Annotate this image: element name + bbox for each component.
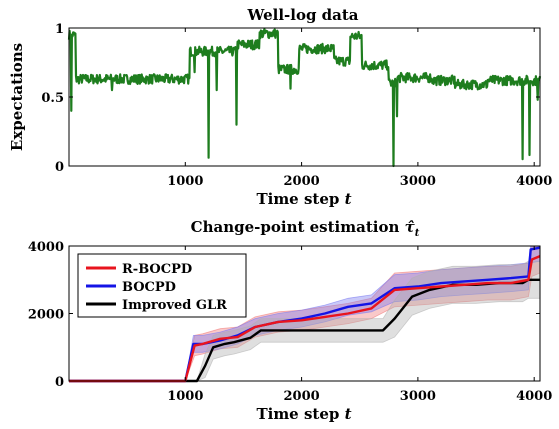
y-axis-label-well-log: Expectations	[8, 43, 26, 151]
y-tick-label-well-log: 1	[55, 22, 64, 37]
ticks-well-log: 1000 2000 3000 4000 0 0.5 1	[41, 22, 552, 189]
x-tick-label-change-point: 2000	[283, 389, 319, 404]
legend-label-r-bocpd: R-BOCPD	[122, 262, 192, 277]
x-tick-label-well-log: 4000	[516, 174, 552, 189]
y-tick-label-well-log: 0.5	[41, 91, 64, 106]
series-line-well-log	[67, 28, 542, 168]
y-tick-label-change-point: 2000	[28, 308, 64, 323]
x-tick-label-well-log: 2000	[283, 174, 319, 189]
x-axis-label-well-log: Time step t	[256, 190, 351, 208]
x-tick-label-change-point: 4000	[516, 389, 552, 404]
x-tick-label-change-point: 3000	[400, 389, 436, 404]
axes-box-well-log	[68, 27, 541, 167]
series-line-r-bocpd	[69, 254, 541, 383]
legend-label-bocpd: BOCPD	[122, 280, 176, 295]
legend: R-BOCPD BOCPD Improved GLR	[77, 253, 247, 318]
y-tick-label-well-log: 0	[55, 160, 64, 175]
y-tick-label-change-point: 0	[55, 375, 64, 390]
x-axis-label-change-point: Time step t	[256, 405, 351, 423]
panel-change-point: Change-point estimation τ̂t 1000 2000 3000…	[28, 218, 552, 423]
plot-area-change-point	[69, 245, 541, 383]
ticks-change-point: 1000 2000 3000 4000 0 2000 4000	[28, 240, 552, 404]
x-tick-label-well-log: 1000	[167, 174, 203, 189]
y-tick-label-change-point: 4000	[28, 240, 64, 255]
x-tick-label-well-log: 3000	[400, 174, 436, 189]
legend-label-improved-glr: Improved GLR	[122, 298, 227, 313]
plot-area-well-log	[67, 28, 542, 168]
chart-title-well-log: Well-log data	[246, 6, 358, 24]
x-tick-label-change-point: 1000	[167, 389, 203, 404]
chart-title-change-point: Change-point estimation τ̂t	[191, 218, 420, 239]
panel-well-log: Well-log data 1000 2000 3000 4000 0 0.5 1 Expe…	[8, 6, 552, 208]
